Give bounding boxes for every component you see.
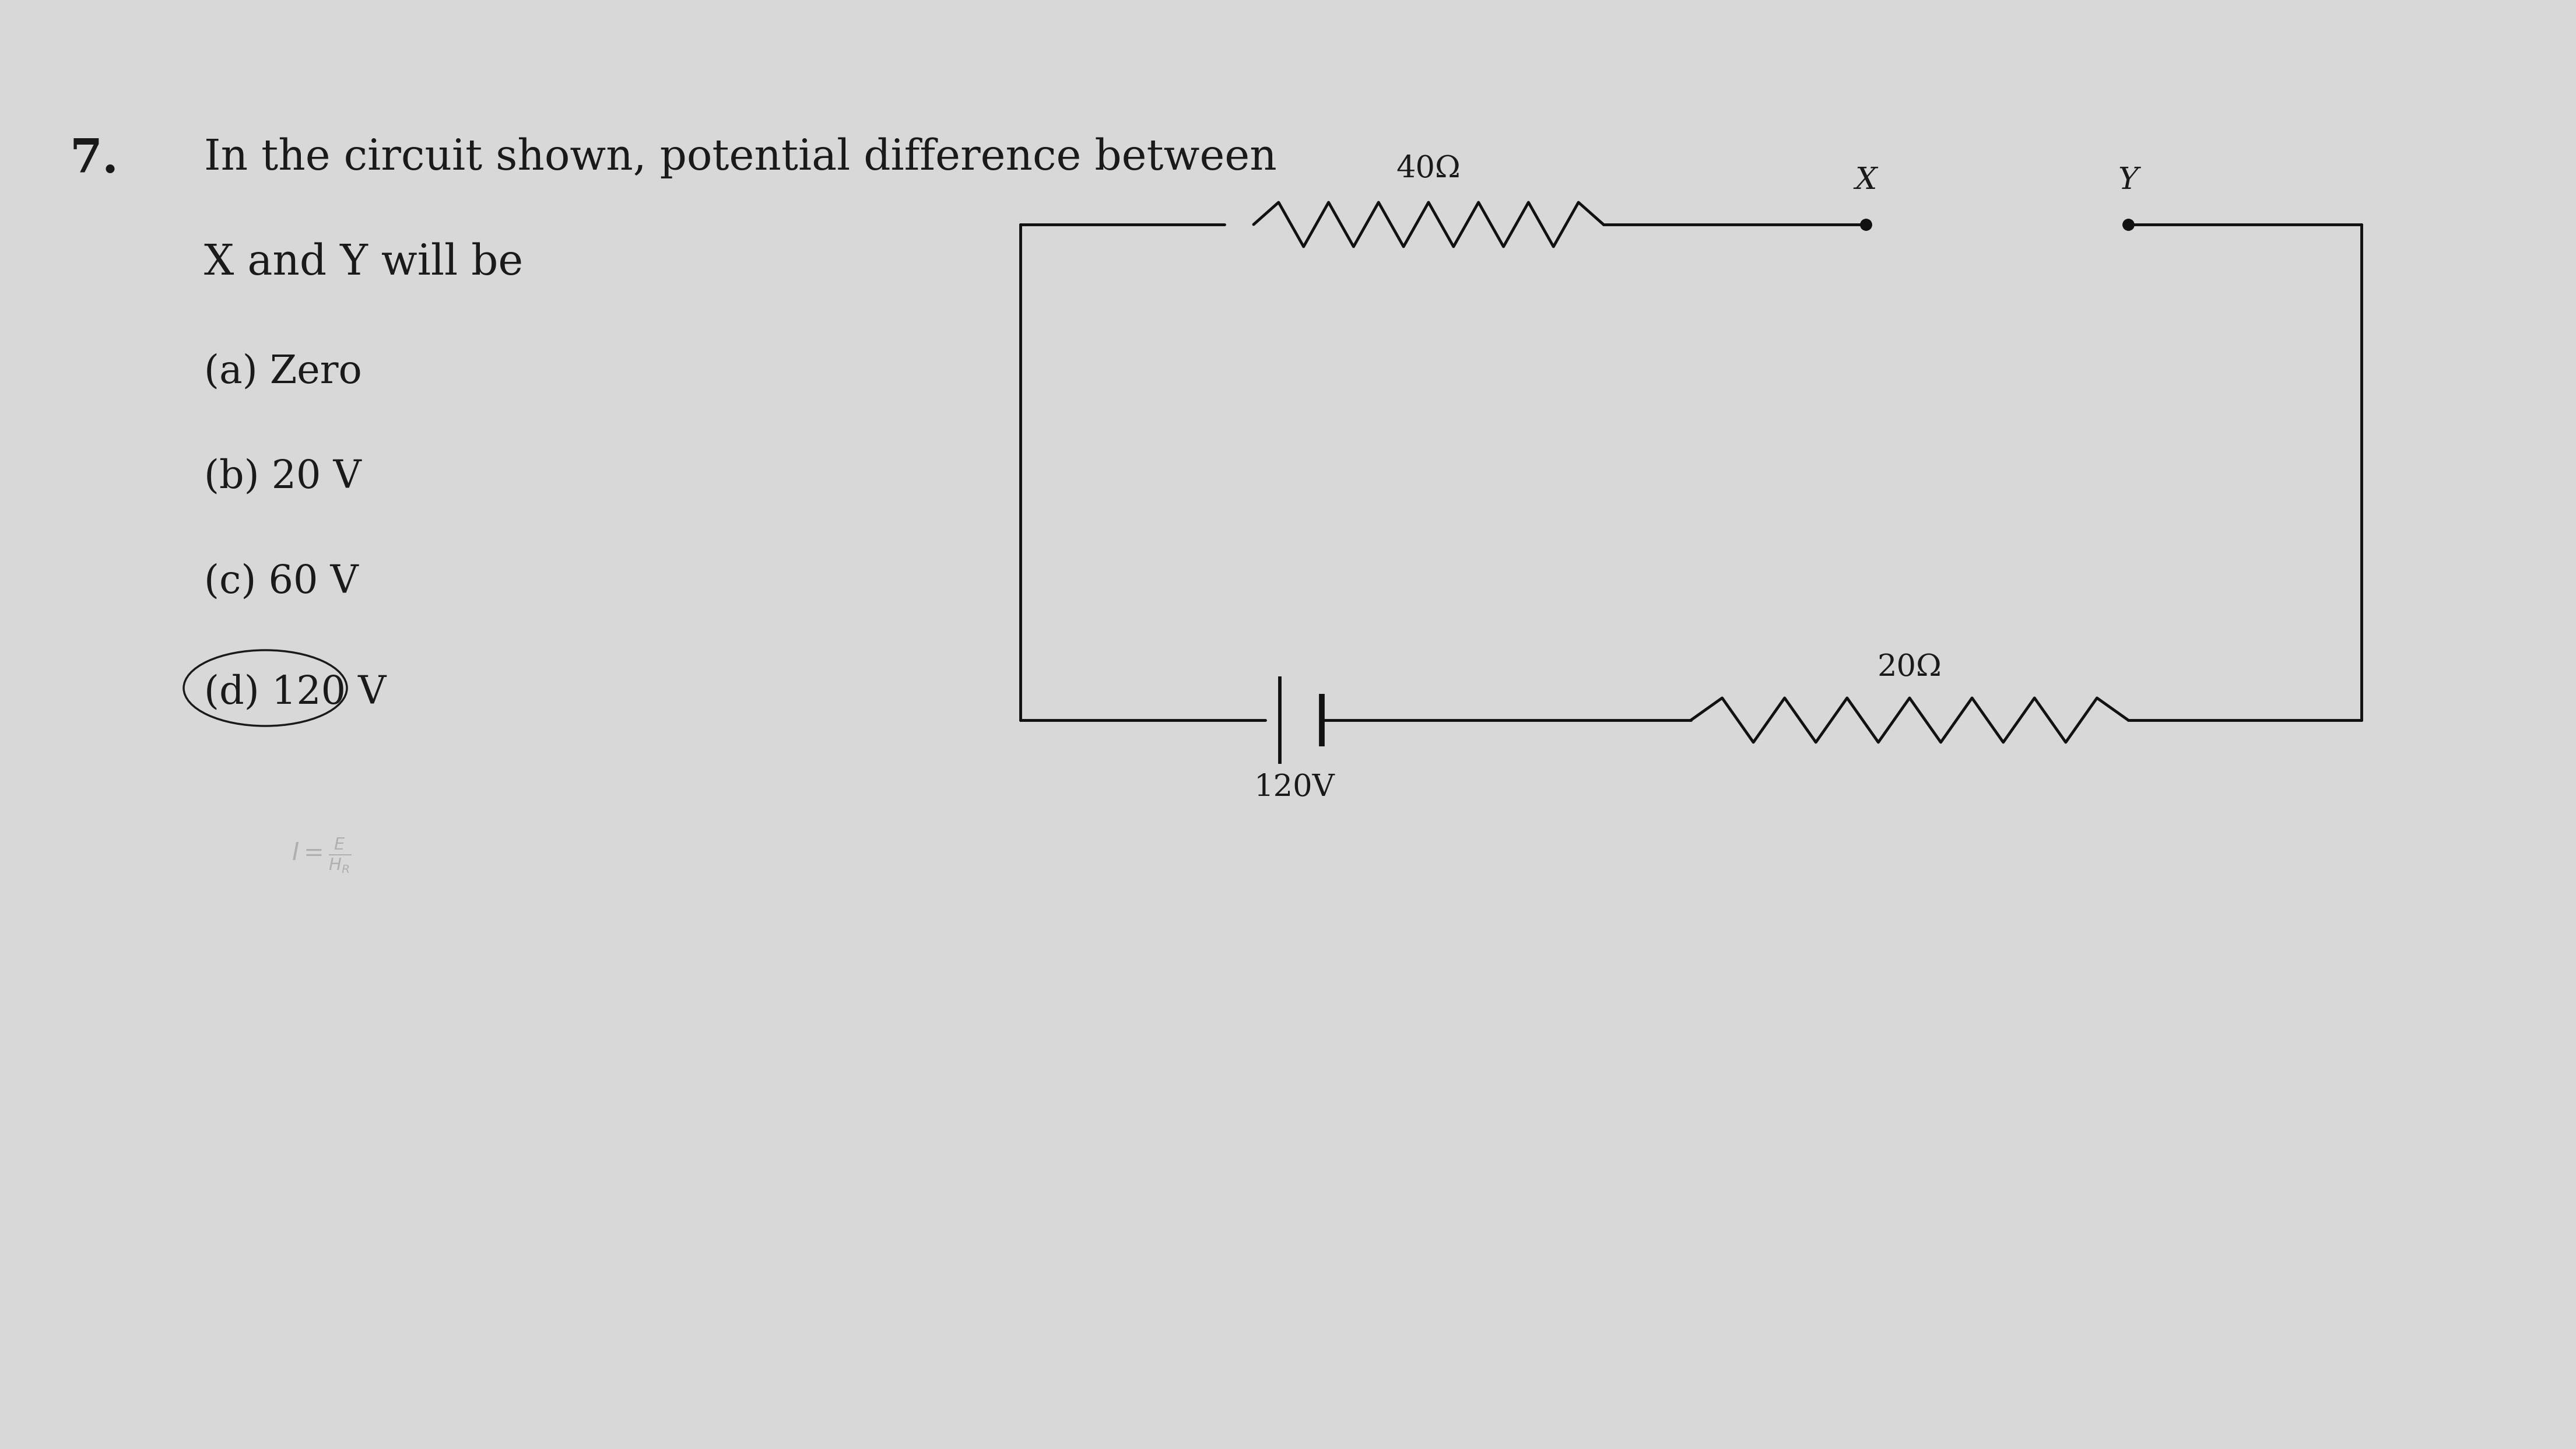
Text: 7.: 7.	[70, 138, 118, 183]
Text: $I = \frac{E}{H_R}$: $I = \frac{E}{H_R}$	[291, 836, 350, 875]
Text: 20Ω: 20Ω	[1878, 652, 1942, 682]
Text: X: X	[1855, 165, 1878, 196]
Text: In the circuit shown, potential difference between: In the circuit shown, potential differen…	[204, 138, 1278, 178]
Text: (c) 60 V: (c) 60 V	[204, 562, 358, 601]
Text: 120V: 120V	[1255, 772, 1334, 803]
Text: (d) 120 V: (d) 120 V	[204, 674, 386, 711]
Text: 40Ω: 40Ω	[1396, 154, 1461, 184]
Text: (a) Zero: (a) Zero	[204, 352, 363, 391]
Text: Y: Y	[2117, 165, 2138, 196]
Text: (b) 20 V: (b) 20 V	[204, 458, 361, 496]
Text: X and Y will be: X and Y will be	[204, 242, 523, 283]
